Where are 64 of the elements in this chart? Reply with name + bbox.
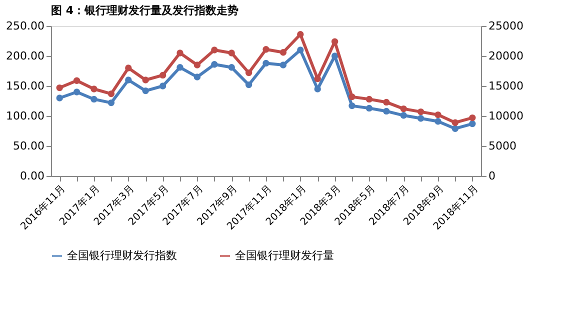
point [176,50,184,56]
point [245,81,252,88]
point [159,72,166,79]
point [314,86,321,92]
y2-tick-label: 0 [488,170,496,182]
point [452,119,459,126]
point [280,49,287,56]
y-tick-label: 50.00 [13,140,44,152]
legend-label: 全国银行理财发行指数 [67,249,177,262]
point [262,46,270,53]
point [331,38,338,45]
point [90,96,98,103]
point [348,93,356,100]
point [125,64,132,72]
point [383,98,390,106]
y2-tick-label: 25000 [488,20,524,32]
point [469,120,476,128]
point [469,114,476,122]
point [366,104,373,112]
y-tick-label: 150.00 [6,80,44,92]
y2-tick-label: 20000 [488,50,524,62]
point [56,94,63,102]
point [142,87,149,94]
point [434,118,442,125]
point [366,96,373,103]
legend-label: 全国银行理财发行量 [235,249,334,262]
point [194,62,201,68]
y-tick-label: 200.00 [6,50,44,62]
y2-tick-label: 15000 [488,80,524,92]
point [331,52,338,60]
y-tick-label: 0.00 [20,170,44,182]
point [56,84,63,92]
point [297,46,304,54]
point [142,76,149,84]
chart-title: 图 4：银行理财发行量及发行指数走势 [51,4,238,17]
point [434,111,442,118]
point [417,108,424,116]
point [348,102,356,110]
point [297,31,304,38]
point [383,108,390,115]
point [73,77,80,84]
point [108,99,115,106]
point [125,76,132,84]
point [211,46,218,54]
point [176,64,184,71]
point [400,105,407,112]
point [159,82,166,90]
point [194,74,201,80]
point [417,115,424,122]
point [108,90,115,98]
y2-tick-label: 5000 [488,140,516,152]
point [262,60,270,67]
point [90,86,98,92]
point [73,88,80,96]
point [228,64,235,71]
point [452,125,459,132]
y2-tick-label: 10000 [488,110,524,122]
y-tick-label: 100.00 [6,110,44,122]
point [211,61,218,68]
point [245,69,252,76]
point [280,62,287,68]
y-tick-label: 250.00 [6,20,44,32]
point [228,50,235,56]
point [400,112,407,119]
